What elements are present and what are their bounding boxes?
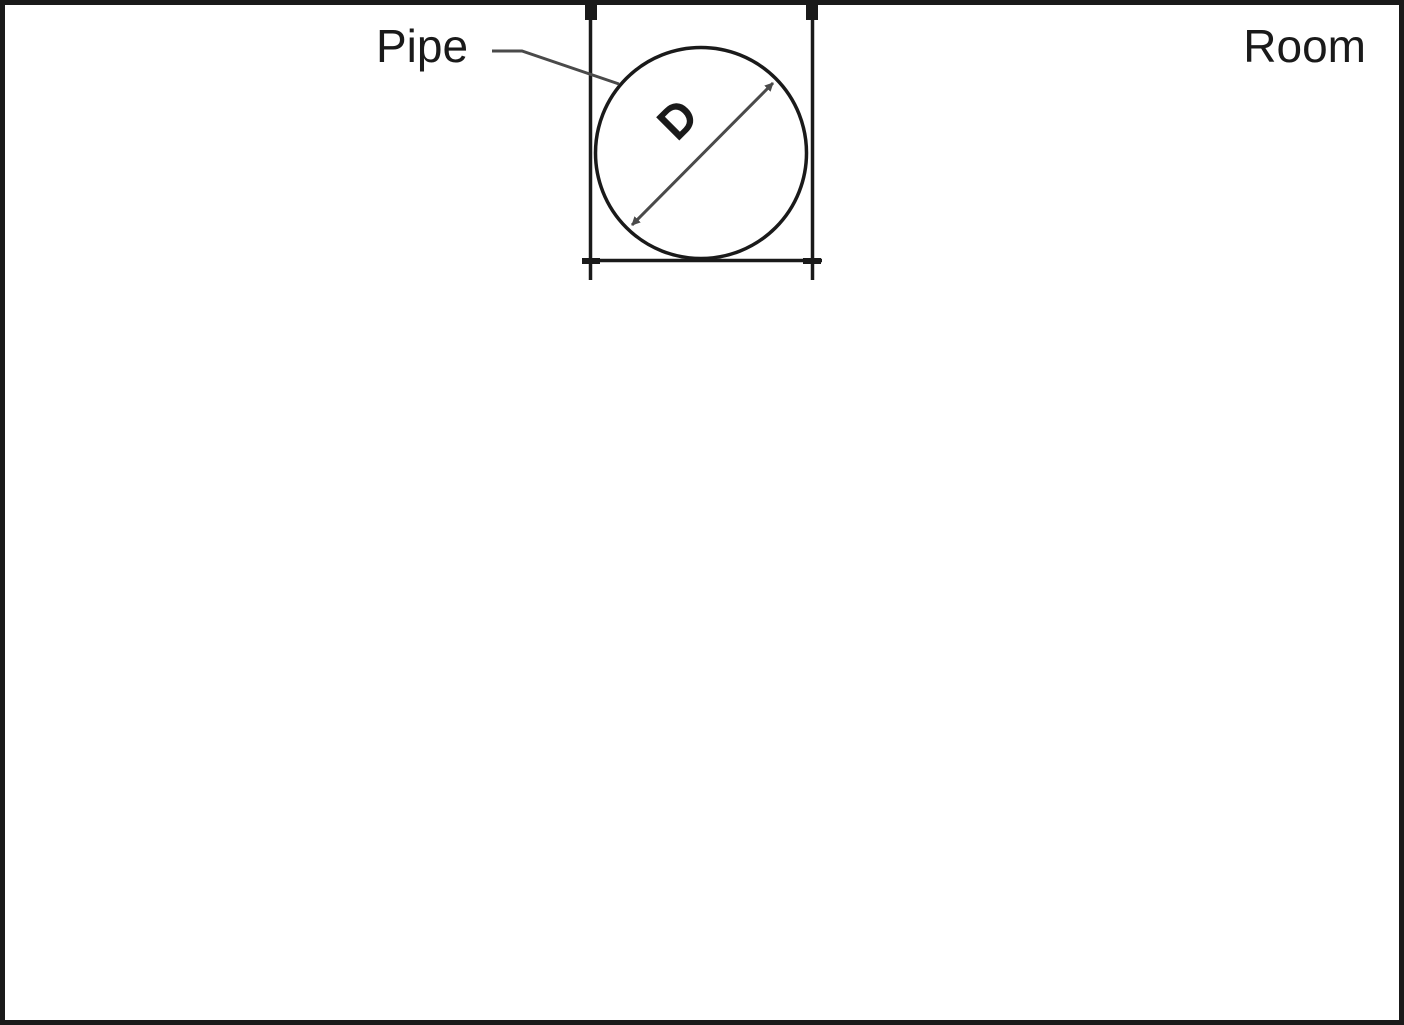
pipe-leader-line xyxy=(492,49,620,86)
diameter-label: D xyxy=(649,91,706,148)
room-label: Room xyxy=(1243,20,1366,72)
enclosure-bottom-right-tick xyxy=(803,258,821,264)
diameter-arrow xyxy=(630,81,775,227)
pipe-circle xyxy=(593,45,809,261)
enclosure-bottom-left-tick xyxy=(582,258,600,264)
pipe-label: Pipe xyxy=(376,20,468,72)
enclosure-top-left-tick xyxy=(585,4,597,20)
pipe-enclosure xyxy=(582,4,822,280)
enclosure-top-right-tick xyxy=(806,4,818,20)
